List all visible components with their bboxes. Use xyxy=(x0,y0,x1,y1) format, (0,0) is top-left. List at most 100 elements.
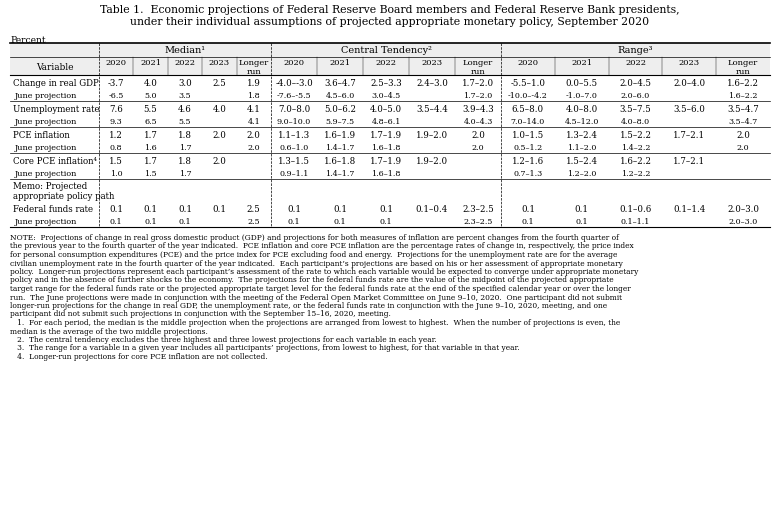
Text: Federal funds rate: Federal funds rate xyxy=(13,204,93,213)
Text: 4.1: 4.1 xyxy=(246,105,261,113)
Text: 4.0–8.0: 4.0–8.0 xyxy=(566,105,597,113)
Text: NOTE:  Projections of change in real gross domestic product (GDP) and projection: NOTE: Projections of change in real gros… xyxy=(10,233,619,241)
Text: -5.5–1.0: -5.5–1.0 xyxy=(510,78,545,87)
Text: 2.0–6.0: 2.0–6.0 xyxy=(621,92,650,100)
Text: 1.6–1.9: 1.6–1.9 xyxy=(324,130,356,139)
Text: 0.1: 0.1 xyxy=(334,218,346,226)
Text: June projection: June projection xyxy=(15,170,77,178)
Text: 1.4–1.7: 1.4–1.7 xyxy=(325,170,355,178)
Text: 1.7–2.1: 1.7–2.1 xyxy=(673,130,705,139)
Text: 0.1: 0.1 xyxy=(521,204,535,213)
Text: 9.3: 9.3 xyxy=(110,118,122,126)
Text: 4.0–8.0: 4.0–8.0 xyxy=(621,118,650,126)
Text: 4.6: 4.6 xyxy=(178,105,192,113)
Text: 1.5: 1.5 xyxy=(109,156,123,165)
Text: 3.6–4.7: 3.6–4.7 xyxy=(324,78,356,87)
Text: June projection: June projection xyxy=(15,144,77,152)
Text: 0.1: 0.1 xyxy=(212,204,226,213)
Text: 0.1: 0.1 xyxy=(287,204,301,213)
Text: 4.1: 4.1 xyxy=(247,118,261,126)
Text: participant did not submit such projections in conjunction with the September 15: participant did not submit such projecti… xyxy=(10,310,391,318)
Text: 2.0: 2.0 xyxy=(212,156,226,165)
Text: 1.5–2.4: 1.5–2.4 xyxy=(566,156,597,165)
Text: civilian unemployment rate in the fourth quarter of the year indicated.  Each pa: civilian unemployment rate in the fourth… xyxy=(10,259,623,267)
Text: 2.5: 2.5 xyxy=(247,204,261,213)
Text: 1.7–1.9: 1.7–1.9 xyxy=(370,156,402,165)
Text: 7.0–8.0: 7.0–8.0 xyxy=(278,105,310,113)
Text: Longer
run: Longer run xyxy=(239,59,269,76)
Text: 2.0: 2.0 xyxy=(736,130,750,139)
Text: 4.5–6.0: 4.5–6.0 xyxy=(325,92,355,100)
Text: -7.6–-5.5: -7.6–-5.5 xyxy=(277,92,311,100)
Text: 4.0: 4.0 xyxy=(212,105,226,113)
Text: 1.9–2.0: 1.9–2.0 xyxy=(416,156,448,165)
Text: 0.1: 0.1 xyxy=(178,204,192,213)
Text: 1.2: 1.2 xyxy=(109,130,123,139)
Text: 0.0–5.5: 0.0–5.5 xyxy=(566,78,597,87)
Text: 2020: 2020 xyxy=(283,59,304,67)
Text: 5.0–6.2: 5.0–6.2 xyxy=(324,105,356,113)
Text: 1.7–1.9: 1.7–1.9 xyxy=(370,130,402,139)
Text: 3.5–6.0: 3.5–6.0 xyxy=(673,105,705,113)
Text: June projection: June projection xyxy=(15,118,77,126)
Text: 0.1: 0.1 xyxy=(144,218,157,226)
Text: 5.0: 5.0 xyxy=(144,92,157,100)
Text: for personal consumption expenditures (PCE) and the price index for PCE excludin: for personal consumption expenditures (P… xyxy=(10,250,618,259)
Text: 1.8: 1.8 xyxy=(178,156,192,165)
Text: under their individual assumptions of projected appropriate monetary policy, Sep: under their individual assumptions of pr… xyxy=(130,17,650,27)
Text: 6.5: 6.5 xyxy=(144,118,157,126)
Text: 0.7–1.3: 0.7–1.3 xyxy=(513,170,543,178)
Text: 2022: 2022 xyxy=(625,59,646,67)
Text: 3.5–7.5: 3.5–7.5 xyxy=(619,105,651,113)
Text: 0.1: 0.1 xyxy=(379,204,393,213)
Text: 0.1–1.1: 0.1–1.1 xyxy=(621,218,651,226)
Text: 2.5: 2.5 xyxy=(247,218,260,226)
Text: 1.5: 1.5 xyxy=(144,170,157,178)
Text: Range³: Range³ xyxy=(618,46,654,55)
Text: 2.5: 2.5 xyxy=(212,78,226,87)
Text: Percent: Percent xyxy=(10,36,45,45)
Text: 2020: 2020 xyxy=(517,59,538,67)
Text: 0.6–1.0: 0.6–1.0 xyxy=(279,144,309,152)
Text: 2.  The central tendency excludes the three highest and three lowest projections: 2. The central tendency excludes the thr… xyxy=(10,335,437,343)
Text: Core PCE inflation⁴: Core PCE inflation⁴ xyxy=(13,156,97,165)
Text: 2.5–3.3: 2.5–3.3 xyxy=(370,78,402,87)
Text: -1.0–7.0: -1.0–7.0 xyxy=(566,92,597,100)
Text: June projection: June projection xyxy=(15,218,77,226)
Text: 1.0–1.5: 1.0–1.5 xyxy=(512,130,544,139)
Text: 0.5–1.2: 0.5–1.2 xyxy=(513,144,543,152)
Text: target range for the federal funds rate or the projected appropriate target leve: target range for the federal funds rate … xyxy=(10,284,631,292)
Text: Longer
run: Longer run xyxy=(728,59,758,76)
Text: 1.4–1.7: 1.4–1.7 xyxy=(325,144,355,152)
Text: 2020: 2020 xyxy=(106,59,126,67)
Text: June projection: June projection xyxy=(15,92,77,100)
Text: 1.7: 1.7 xyxy=(179,144,191,152)
Text: 2022: 2022 xyxy=(375,59,396,67)
Text: appropriate policy path: appropriate policy path xyxy=(13,191,115,200)
Text: 3.9–4.3: 3.9–4.3 xyxy=(463,105,494,113)
Text: 3.0: 3.0 xyxy=(178,78,192,87)
Text: -4.0–-3.0: -4.0–-3.0 xyxy=(275,78,313,87)
Text: 1.7: 1.7 xyxy=(144,156,158,165)
Text: 7.6: 7.6 xyxy=(109,105,123,113)
Text: run.  The June projections were made in conjunction with the meeting of the Fede: run. The June projections were made in c… xyxy=(10,293,622,301)
Text: 0.1: 0.1 xyxy=(576,218,588,226)
Text: Central Tendency²: Central Tendency² xyxy=(341,46,431,55)
Text: 2.0–3.0: 2.0–3.0 xyxy=(729,218,757,226)
Text: 0.1: 0.1 xyxy=(575,204,589,213)
Text: 4.0–4.3: 4.0–4.3 xyxy=(463,118,493,126)
Text: 1.3–2.4: 1.3–2.4 xyxy=(566,130,597,139)
Text: 1.7: 1.7 xyxy=(144,130,158,139)
Text: 9.0–10.0: 9.0–10.0 xyxy=(277,118,311,126)
Text: 7.0–14.0: 7.0–14.0 xyxy=(511,118,545,126)
Text: Table 1.  Economic projections of Federal Reserve Board members and Federal Rese: Table 1. Economic projections of Federal… xyxy=(100,5,680,15)
Text: median is the average of the two middle projections.: median is the average of the two middle … xyxy=(10,327,208,335)
Text: 4.5–12.0: 4.5–12.0 xyxy=(565,118,599,126)
Text: 1.1–1.3: 1.1–1.3 xyxy=(278,130,310,139)
Text: 1.6–1.8: 1.6–1.8 xyxy=(371,170,401,178)
Text: Unemployment rate: Unemployment rate xyxy=(13,105,100,113)
Text: PCE inflation: PCE inflation xyxy=(13,130,69,139)
Bar xyxy=(10,44,770,76)
Text: Memo: Projected: Memo: Projected xyxy=(13,182,87,190)
Text: 1.6–1.8: 1.6–1.8 xyxy=(371,144,401,152)
